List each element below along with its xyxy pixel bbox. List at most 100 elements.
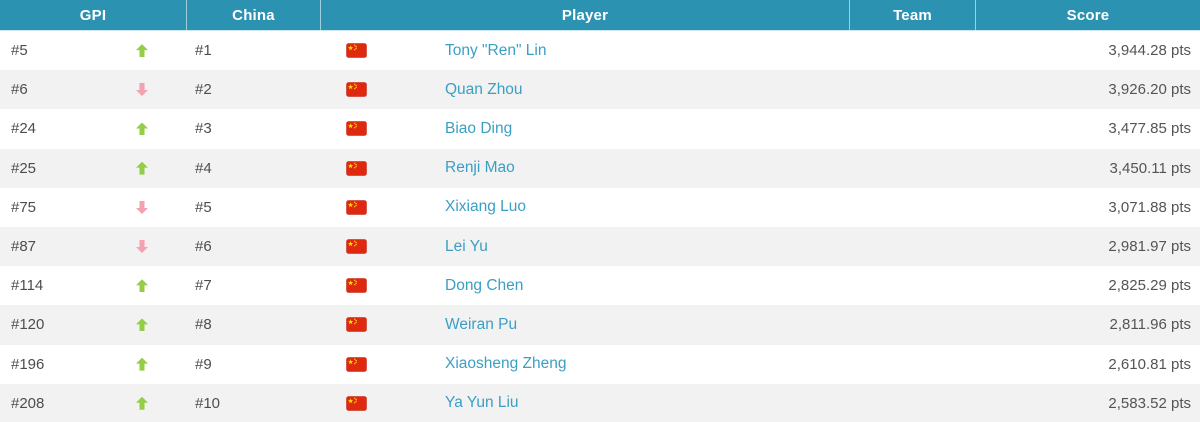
table-row: #5 #1 Tony "Ren" Lin 3,944.28 — [0, 31, 1200, 71]
team-cell — [849, 188, 975, 227]
score-cell: 2,811.96 pts — [975, 305, 1200, 344]
gpi-cell: #6 — [0, 70, 186, 109]
gpi-cell: #208 — [0, 384, 186, 422]
team-cell — [849, 227, 975, 266]
column-header-gpi: GPI — [79, 6, 107, 24]
china-rank: #3 — [195, 120, 212, 138]
china-cell: #4 — [186, 149, 320, 188]
trend-down-icon — [136, 240, 148, 253]
score-value: 3,477.85 pts — [1108, 120, 1191, 138]
gpi-cell: #75 — [0, 188, 186, 227]
china-cell: #2 — [186, 70, 320, 109]
player-cell: Tony "Ren" Lin — [320, 31, 849, 70]
column-header-score: Score — [975, 0, 1200, 30]
gpi-cell: #87 — [0, 227, 186, 266]
table-row: #25 #4 Renji Mao 3,450.11 pts — [0, 148, 1200, 188]
china-flag-icon — [346, 82, 367, 98]
team-cell — [849, 31, 975, 70]
table-row: #208 #10 Ya Yun Liu 2,583.52 p — [0, 383, 1200, 422]
trend-up-icon — [136, 357, 148, 371]
table-row: #24 #3 Biao Ding 3,477.85 pts — [0, 109, 1200, 149]
china-rank: #2 — [195, 81, 212, 99]
gpi-cell: #24 — [0, 109, 186, 148]
team-cell — [849, 266, 975, 305]
table-header: GPI China Player Team Score — [0, 0, 1200, 31]
player-name-link[interactable]: Renji Mao — [445, 159, 515, 177]
score-value: 3,450.11 pts — [1109, 159, 1191, 177]
player-cell: Quan Zhou — [320, 70, 849, 109]
player-cell: Xiaosheng Zheng — [320, 345, 849, 384]
china-rank: #9 — [195, 355, 212, 373]
player-name-link[interactable]: Ya Yun Liu — [445, 394, 519, 412]
player-cell: Renji Mao — [320, 149, 849, 188]
gpi-cell: #196 — [0, 345, 186, 384]
score-value: 3,071.88 pts — [1108, 198, 1191, 216]
china-cell: #7 — [186, 266, 320, 305]
score-cell: 2,981.97 pts — [975, 227, 1200, 266]
china-rank: #5 — [195, 198, 212, 216]
table-row: #114 #7 Dong Chen 2,825.29 pts — [0, 266, 1200, 306]
gpi-rank: #6 — [11, 81, 28, 99]
team-cell — [849, 345, 975, 384]
player-name-link[interactable]: Weiran Pu — [445, 315, 518, 333]
trend-up-icon — [136, 279, 148, 293]
player-name-link[interactable]: Xiaosheng Zheng — [445, 355, 567, 373]
trend-up-icon — [136, 396, 148, 410]
score-value: 2,825.29 pts — [1108, 277, 1191, 295]
china-flag-icon — [346, 160, 367, 176]
table-row: #196 #9 Xiaosheng Zheng 2,610. — [0, 344, 1200, 384]
trend-up-icon — [136, 44, 148, 58]
china-flag-icon — [346, 278, 367, 293]
player-name-link[interactable]: Tony "Ren" Lin — [445, 41, 547, 59]
team-cell — [849, 70, 975, 109]
trend-up-icon — [136, 122, 148, 136]
gpi-rank: #25 — [11, 159, 37, 177]
score-value: 2,811.96 pts — [1109, 316, 1191, 334]
china-cell: #1 — [186, 31, 320, 70]
china-cell: #10 — [186, 384, 320, 422]
player-name-link[interactable]: Quan Zhou — [445, 80, 523, 98]
china-cell: #5 — [186, 188, 320, 227]
trend-down-icon — [136, 83, 148, 96]
gpi-rank: #75 — [11, 198, 37, 216]
player-cell: Lei Yu — [320, 227, 849, 266]
china-cell: #9 — [186, 345, 320, 384]
team-cell — [849, 109, 975, 148]
player-cell: Weiran Pu — [320, 305, 849, 344]
table-body: #5 #1 Tony "Ren" Lin 3,944.28 — [0, 31, 1200, 422]
china-flag-icon — [346, 356, 367, 372]
gpi-cell: #25 — [0, 149, 186, 188]
gpi-rank: #114 — [11, 277, 44, 295]
player-name-link[interactable]: Biao Ding — [445, 119, 513, 137]
gpi-rank: #208 — [11, 394, 45, 412]
score-value: 3,944.28 pts — [1108, 42, 1191, 60]
player-cell: Xixiang Luo — [320, 188, 849, 227]
column-header-player: Player — [320, 0, 849, 30]
gpi-rank: #120 — [11, 316, 45, 334]
player-name-link[interactable]: Lei Yu — [445, 237, 488, 255]
player-name-link[interactable]: Xixiang Luo — [445, 198, 527, 216]
china-rank: #8 — [195, 316, 212, 334]
china-flag-icon — [346, 396, 367, 411]
gpi-rank: #5 — [11, 42, 28, 60]
gpi-rank: #196 — [11, 355, 45, 373]
player-cell: Biao Ding — [320, 109, 849, 148]
score-value: 2,583.52 pts — [1108, 394, 1191, 412]
column-header-china: China — [186, 0, 320, 30]
china-rank: #6 — [195, 238, 212, 256]
gpi-rank: #87 — [11, 238, 37, 256]
score-cell: 3,071.88 pts — [975, 188, 1200, 227]
team-cell — [849, 384, 975, 422]
china-cell: #8 — [186, 305, 320, 344]
china-flag-icon — [346, 317, 367, 333]
table-row: #6 #2 Quan Zhou 3,926.20 pts — [0, 70, 1200, 110]
china-cell: #6 — [186, 227, 320, 266]
china-flag-icon — [346, 121, 367, 137]
gpi-rank: #24 — [11, 120, 37, 138]
player-cell: Ya Yun Liu — [320, 384, 849, 422]
player-name-link[interactable]: Dong Chen — [445, 276, 524, 294]
trend-up-icon — [136, 161, 148, 175]
score-value: 2,610.81 pts — [1108, 355, 1191, 373]
china-flag-icon — [346, 200, 367, 215]
